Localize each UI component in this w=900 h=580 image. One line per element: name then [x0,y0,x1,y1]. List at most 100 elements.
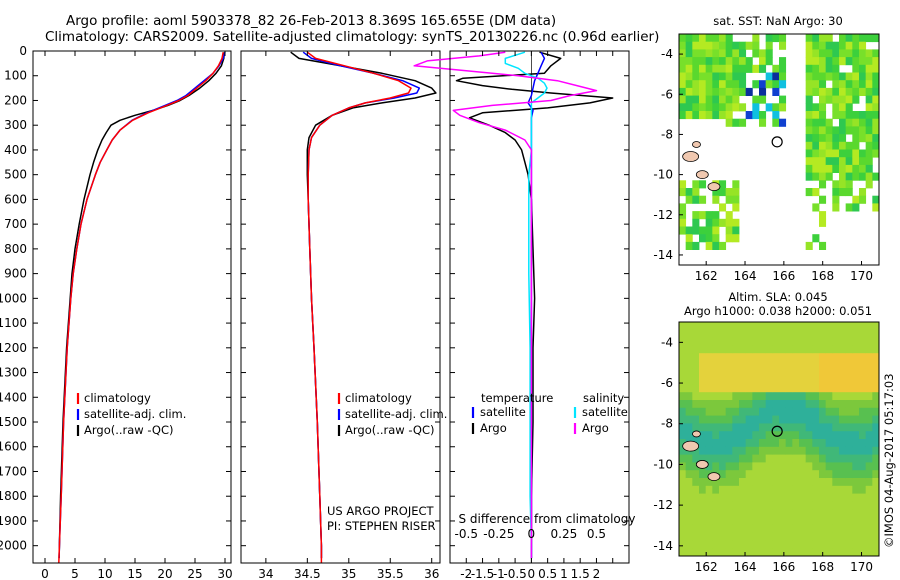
y-tick-label: -8 [661,127,673,141]
map-cell [765,524,773,533]
map-cell [712,548,720,557]
map-cell [685,517,693,526]
map-cell [859,376,867,385]
map-cell [725,532,733,541]
map-cell [865,485,873,494]
map-cell [679,392,687,401]
map-cell [712,501,720,510]
map-cell [679,226,687,235]
map-cell [865,345,873,354]
map-cell [719,218,727,227]
map-cell [805,485,813,494]
map-cell [859,134,867,143]
map-cell [745,485,753,494]
map-cell [832,478,840,487]
map-cell [679,384,687,393]
map-cell [692,49,700,58]
map-cell [852,57,860,66]
map-cell [839,87,847,96]
map-cell [712,353,720,362]
map-cell [839,509,847,518]
map-cell [839,493,847,502]
map-cell [732,64,740,73]
map-cell [712,34,720,43]
map-cell [745,345,753,354]
map-cell [692,80,700,89]
map-cell [819,64,827,73]
map-cell [725,384,733,393]
map-cell [785,376,793,385]
map-cell [745,64,753,73]
map-cell [805,462,813,471]
map-cell [732,361,740,370]
map-cell [785,392,793,401]
map-cell [719,446,727,455]
map-cell [712,361,720,370]
map-cell [865,446,873,455]
y-tick-label: 400 [4,143,27,157]
map-cell [819,241,827,250]
map-cell [859,384,867,393]
map-cell [845,172,853,181]
map-cell [845,188,853,197]
map-cell [745,478,753,487]
map-cell [679,509,687,518]
map-cell [865,141,873,150]
map-cell [719,517,727,526]
map-cell [692,195,700,204]
map-cell [872,501,880,510]
map-cell [819,180,827,189]
map-cell [819,34,827,43]
map-cell [845,157,853,166]
map-cell [705,446,713,455]
map-cell [752,361,760,370]
map-cell [799,345,807,354]
map-cell [699,478,707,487]
y-tick-label: -10 [653,168,673,182]
map-cell [845,57,853,66]
map-cell [719,439,727,448]
map-cell [819,462,827,471]
map-cell [859,157,867,166]
map-cell [759,532,767,541]
map-cell [865,501,873,510]
map-cell [712,478,720,487]
map-subtitle: Argo h1000: 0.038 h2000: 0.051 [684,304,872,318]
map-cell [692,392,700,401]
map-cell [839,368,847,377]
map-cell [739,329,747,338]
map-cell [719,400,727,409]
salinity-panel: 3434.53535.536salinityclimatologysatelli… [240,50,447,580]
map-cell [705,345,713,354]
map-cell [859,407,867,416]
map-cell [792,439,800,448]
map-cell [865,368,873,377]
map-cell [872,111,880,120]
map-cell [805,72,813,81]
island-shape [682,440,700,452]
map-cell [812,203,820,212]
map-cell [845,501,853,510]
map-cell [819,485,827,494]
map-cell [705,415,713,424]
map-cell [805,337,813,346]
y-tick-label: 1800 [0,489,27,503]
map-cell [792,524,800,533]
map-cell [759,329,767,338]
map-cell [679,80,687,89]
map-cell [719,485,727,494]
map-cell [872,368,880,377]
map-cell [812,501,820,510]
map-cell [699,95,707,104]
map-cell [825,407,833,416]
map-cell [679,493,687,502]
map-cell [719,203,727,212]
series-line-satellite [58,51,226,559]
map-cell [859,164,867,173]
map-cell [705,376,713,385]
map-cell [705,485,713,494]
map-cell [859,118,867,127]
map-cell [805,509,813,518]
map-cell [785,322,793,331]
map-cell [839,392,847,401]
